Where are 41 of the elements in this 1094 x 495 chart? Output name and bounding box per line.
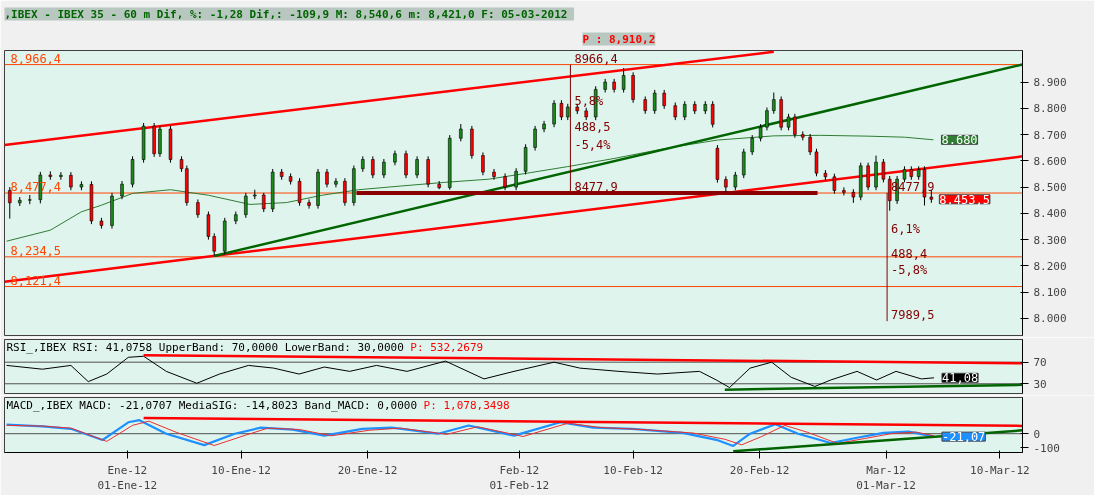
y-tick-label: 8.900: [1033, 76, 1067, 90]
y-tick-label: 8.800: [1033, 102, 1067, 116]
x-tick-label: Feb-12 01-Feb-12: [489, 463, 550, 493]
chart-subtitle: P: 532,2679: [410, 340, 484, 354]
y-tick-label: 0: [1033, 427, 1041, 441]
x-tick-label: 10-Mar-12: [970, 463, 1030, 477]
y-tick-label: 8.400: [1033, 207, 1067, 221]
annotation: 41,08: [941, 371, 979, 386]
annotation: 8477,9: [574, 179, 618, 194]
annotation: 8.453,5: [939, 192, 990, 207]
x-tick-label: 10-Ene-12: [211, 463, 271, 477]
y-tick-label: 8.200: [1033, 259, 1067, 273]
y-tick-label: 30: [1033, 377, 1047, 391]
x-tick-label: Ene-12 01-Ene-12: [97, 463, 158, 493]
annotation: -21,07: [941, 430, 986, 445]
annotation: -5,8%: [891, 263, 928, 278]
y-tick-label: 70: [1033, 356, 1047, 370]
annotation: 7989,5: [891, 308, 935, 323]
x-tick-label: 10-Feb-12: [603, 463, 663, 477]
chart-subtitle: P: 1,078,3498: [423, 398, 510, 412]
x-tick-label: 20-Feb-12: [729, 463, 790, 477]
annotation: 8.680: [941, 133, 978, 148]
annotation: 488,5: [574, 119, 611, 134]
y-tick-label: 8.100: [1033, 286, 1067, 300]
annotation: 8966,4: [574, 51, 618, 66]
annotation: -5,4%: [574, 137, 612, 152]
y-tick-label: 8.300: [1033, 233, 1067, 247]
chart-title: RSI_,IBEX RSI: 41,0758 UpperBand: 70,0000 LowerBand: 30,0000: [6, 340, 404, 354]
y-tick-label: 8.500: [1033, 181, 1067, 195]
y-tick-label: 8.700: [1033, 128, 1067, 142]
x-tick-label: 20-Ene-12: [337, 463, 398, 477]
y-tick-label: -100: [1033, 441, 1060, 455]
ref-line-label: 8,234,5: [10, 243, 62, 258]
chart-title: ,IBEX - IBEX 35 - 60 m Dif, %: -1,28 Dif,: -109,9 M: 8,540,6 m: 8,421,0 F: 05-03-2012: [4, 7, 568, 21]
y-tick-label: 8.600: [1033, 154, 1067, 168]
x-tick-label: Mar-12 01-Mar-12: [856, 463, 916, 493]
chart-subtitle: P : 8,910,2: [582, 32, 656, 46]
ref-line-label: 8,966,4: [10, 51, 62, 66]
y-tick-label: 8.000: [1033, 312, 1067, 326]
chart-title: MACD_,IBEX MACD: -21,0707 MediaSIG: -14,8023 Band_MACD: 0,0000: [6, 398, 418, 412]
annotation: 6,1%: [891, 221, 921, 236]
